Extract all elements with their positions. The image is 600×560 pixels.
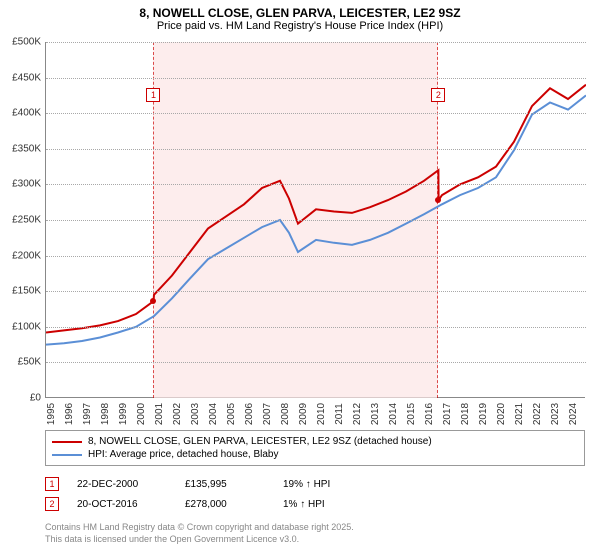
y-axis-tick: £300K — [1, 179, 41, 190]
x-axis-tick: 2014 — [388, 403, 399, 425]
x-axis-tick: 2020 — [496, 403, 507, 425]
sale-dot — [435, 197, 441, 203]
event-date: 22-DEC-2000 — [77, 479, 167, 490]
event-delta: 1% ↑ HPI — [283, 499, 325, 510]
legend-row: HPI: Average price, detached house, Blab… — [52, 448, 578, 461]
x-axis-tick: 2002 — [172, 403, 183, 425]
legend: 8, NOWELL CLOSE, GLEN PARVA, LEICESTER, … — [45, 430, 585, 466]
y-axis-tick: £350K — [1, 143, 41, 154]
event-row: 1 22-DEC-2000 £135,995 19% ↑ HPI — [45, 474, 330, 494]
gridline — [46, 220, 586, 221]
y-axis-tick: £200K — [1, 250, 41, 261]
event-price: £135,995 — [185, 479, 265, 490]
x-axis-tick: 2022 — [532, 403, 543, 425]
event-delta: 19% ↑ HPI — [283, 479, 330, 490]
event-marker-icon: 1 — [45, 477, 59, 491]
gridline — [46, 78, 586, 79]
x-axis-tick: 2017 — [442, 403, 453, 425]
event-marker-icon: 2 — [45, 497, 59, 511]
y-axis-tick: £500K — [1, 37, 41, 48]
x-axis-tick: 2007 — [262, 403, 273, 425]
gridline — [46, 256, 586, 257]
x-axis-tick: 2003 — [190, 403, 201, 425]
x-axis-tick: 2000 — [136, 403, 147, 425]
x-axis-tick: 1996 — [64, 403, 75, 425]
footer-line-2: This data is licensed under the Open Gov… — [45, 534, 354, 546]
gridline — [46, 42, 586, 43]
x-axis-tick: 2016 — [424, 403, 435, 425]
x-axis-tick: 2011 — [334, 403, 345, 425]
x-axis-tick: 2023 — [550, 403, 561, 425]
footer-attribution: Contains HM Land Registry data © Crown c… — [45, 522, 354, 545]
event-price: £278,000 — [185, 499, 265, 510]
gridline — [46, 184, 586, 185]
y-axis-tick: £150K — [1, 286, 41, 297]
legend-swatch — [52, 454, 82, 456]
y-axis-tick: £50K — [1, 357, 41, 368]
x-axis-tick: 2015 — [406, 403, 417, 425]
x-axis-tick: 1997 — [82, 403, 93, 425]
x-axis-tick: 2018 — [460, 403, 471, 425]
x-axis-tick: 2004 — [208, 403, 219, 425]
x-axis-tick: 2021 — [514, 403, 525, 425]
series-price_paid — [46, 85, 586, 333]
footer-line-1: Contains HM Land Registry data © Crown c… — [45, 522, 354, 534]
y-axis-tick: £450K — [1, 72, 41, 83]
event-table: 1 22-DEC-2000 £135,995 19% ↑ HPI 2 20-OCT-201… — [45, 474, 330, 514]
x-axis-tick: 2009 — [298, 403, 309, 425]
plot: £0£50K£100K£150K£200K£250K£300K£350K£400… — [45, 42, 585, 398]
gridline — [46, 291, 586, 292]
legend-swatch — [52, 441, 82, 443]
x-axis-tick: 2012 — [352, 403, 363, 425]
x-axis-tick: 2013 — [370, 403, 381, 425]
event-marker-1: 1 — [146, 88, 160, 102]
x-axis-tick: 1995 — [46, 403, 57, 425]
chart-title: 8, NOWELL CLOSE, GLEN PARVA, LEICESTER, … — [0, 0, 600, 20]
y-axis-tick: £0 — [1, 393, 41, 404]
gridline — [46, 327, 586, 328]
y-axis-tick: £100K — [1, 321, 41, 332]
sale-dot — [150, 298, 156, 304]
x-axis-tick: 1998 — [100, 403, 111, 425]
gridline — [46, 113, 586, 114]
x-axis-tick: 2006 — [244, 403, 255, 425]
y-axis-tick: £400K — [1, 108, 41, 119]
event-marker-2: 2 — [431, 88, 445, 102]
x-axis-tick: 2001 — [154, 403, 165, 425]
legend-label: HPI: Average price, detached house, Blab… — [88, 449, 279, 460]
x-axis-tick: 2005 — [226, 403, 237, 425]
legend-label: 8, NOWELL CLOSE, GLEN PARVA, LEICESTER, … — [88, 436, 432, 447]
event-date: 20-OCT-2016 — [77, 499, 167, 510]
x-axis-tick: 2019 — [478, 403, 489, 425]
chart-area: £0£50K£100K£150K£200K£250K£300K£350K£400… — [45, 42, 585, 398]
x-axis-tick: 1999 — [118, 403, 129, 425]
legend-row: 8, NOWELL CLOSE, GLEN PARVA, LEICESTER, … — [52, 435, 578, 448]
gridline — [46, 362, 586, 363]
y-axis-tick: £250K — [1, 215, 41, 226]
gridline — [46, 149, 586, 150]
chart-subtitle: Price paid vs. HM Land Registry's House … — [0, 20, 600, 36]
event-row: 2 20-OCT-2016 £278,000 1% ↑ HPI — [45, 494, 330, 514]
x-axis-tick: 2010 — [316, 403, 327, 425]
x-axis-tick: 2008 — [280, 403, 291, 425]
x-axis-tick: 2024 — [568, 403, 579, 425]
